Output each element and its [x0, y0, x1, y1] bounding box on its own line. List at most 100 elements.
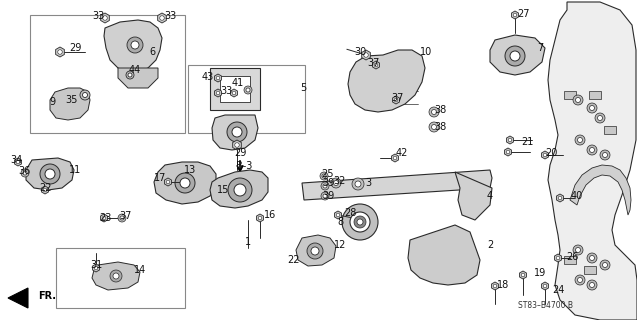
- Polygon shape: [50, 88, 90, 120]
- Circle shape: [556, 256, 560, 260]
- Polygon shape: [92, 262, 140, 290]
- Circle shape: [429, 107, 439, 117]
- Circle shape: [323, 184, 327, 188]
- Circle shape: [233, 91, 236, 95]
- Circle shape: [510, 51, 520, 61]
- Text: 36: 36: [18, 166, 30, 176]
- Text: 17: 17: [154, 173, 166, 183]
- Text: 29: 29: [234, 148, 246, 158]
- Bar: [30, 15, 185, 133]
- Circle shape: [118, 214, 126, 222]
- Circle shape: [175, 173, 195, 193]
- Text: 28: 28: [344, 208, 356, 218]
- Circle shape: [334, 180, 338, 186]
- Circle shape: [235, 143, 240, 147]
- Circle shape: [127, 37, 143, 53]
- Polygon shape: [101, 13, 110, 23]
- Circle shape: [126, 71, 134, 79]
- Circle shape: [321, 182, 329, 190]
- Polygon shape: [212, 115, 258, 150]
- Text: 38: 38: [434, 105, 446, 115]
- Text: 25: 25: [321, 169, 333, 179]
- Circle shape: [587, 280, 597, 290]
- Text: 37: 37: [119, 211, 131, 221]
- Circle shape: [110, 270, 122, 282]
- Polygon shape: [55, 47, 64, 57]
- Circle shape: [244, 86, 252, 94]
- Polygon shape: [215, 89, 222, 97]
- Circle shape: [573, 95, 583, 105]
- Circle shape: [120, 216, 124, 220]
- Polygon shape: [541, 282, 548, 290]
- Circle shape: [589, 148, 594, 153]
- Circle shape: [128, 73, 132, 77]
- Circle shape: [598, 116, 603, 121]
- Circle shape: [589, 106, 594, 110]
- Circle shape: [573, 245, 583, 255]
- Polygon shape: [557, 194, 564, 202]
- Text: 22: 22: [288, 255, 300, 265]
- Circle shape: [246, 88, 250, 92]
- Text: 15: 15: [217, 185, 229, 195]
- Polygon shape: [41, 186, 48, 194]
- Polygon shape: [520, 271, 526, 279]
- Circle shape: [180, 178, 190, 188]
- Circle shape: [506, 150, 510, 154]
- Polygon shape: [154, 162, 216, 204]
- Polygon shape: [15, 158, 22, 166]
- Circle shape: [505, 46, 525, 66]
- Circle shape: [258, 216, 262, 220]
- Circle shape: [102, 216, 106, 220]
- Text: 33: 33: [164, 11, 176, 21]
- Text: 5: 5: [300, 83, 306, 93]
- Circle shape: [83, 92, 87, 98]
- Text: 32: 32: [334, 176, 346, 186]
- Polygon shape: [512, 11, 519, 19]
- Polygon shape: [257, 214, 264, 222]
- Text: 18: 18: [497, 280, 509, 290]
- Text: 2: 2: [487, 240, 493, 250]
- Circle shape: [21, 169, 29, 177]
- Circle shape: [342, 204, 378, 240]
- Text: 29: 29: [69, 43, 81, 53]
- Polygon shape: [392, 96, 399, 104]
- Text: 16: 16: [264, 210, 276, 220]
- Circle shape: [352, 178, 364, 190]
- Circle shape: [321, 192, 329, 200]
- Circle shape: [543, 153, 547, 157]
- Circle shape: [558, 196, 562, 200]
- Circle shape: [603, 262, 608, 268]
- Circle shape: [431, 124, 436, 130]
- Circle shape: [589, 255, 594, 260]
- Text: 10: 10: [420, 47, 432, 57]
- Text: 4: 4: [487, 191, 493, 201]
- Text: 33: 33: [220, 86, 232, 96]
- Polygon shape: [455, 172, 492, 220]
- Circle shape: [350, 212, 370, 232]
- Polygon shape: [373, 61, 380, 69]
- Circle shape: [513, 13, 517, 17]
- Circle shape: [336, 213, 340, 217]
- Circle shape: [228, 178, 252, 202]
- Text: 26: 26: [566, 252, 578, 262]
- Circle shape: [234, 184, 246, 196]
- Polygon shape: [348, 50, 425, 112]
- Polygon shape: [570, 165, 631, 215]
- Circle shape: [311, 247, 319, 255]
- Text: ST83–B4700 B: ST83–B4700 B: [518, 300, 573, 309]
- Circle shape: [45, 169, 55, 179]
- Polygon shape: [604, 126, 616, 134]
- Text: 11: 11: [69, 165, 81, 175]
- Text: 24: 24: [552, 285, 564, 295]
- Bar: [188, 65, 305, 133]
- Text: 39: 39: [322, 191, 334, 201]
- Circle shape: [364, 53, 368, 57]
- Polygon shape: [541, 151, 548, 159]
- Circle shape: [587, 253, 597, 263]
- Circle shape: [543, 284, 547, 288]
- Polygon shape: [92, 264, 99, 272]
- Circle shape: [227, 122, 247, 142]
- Circle shape: [600, 150, 610, 160]
- Circle shape: [431, 109, 436, 115]
- Circle shape: [331, 178, 341, 188]
